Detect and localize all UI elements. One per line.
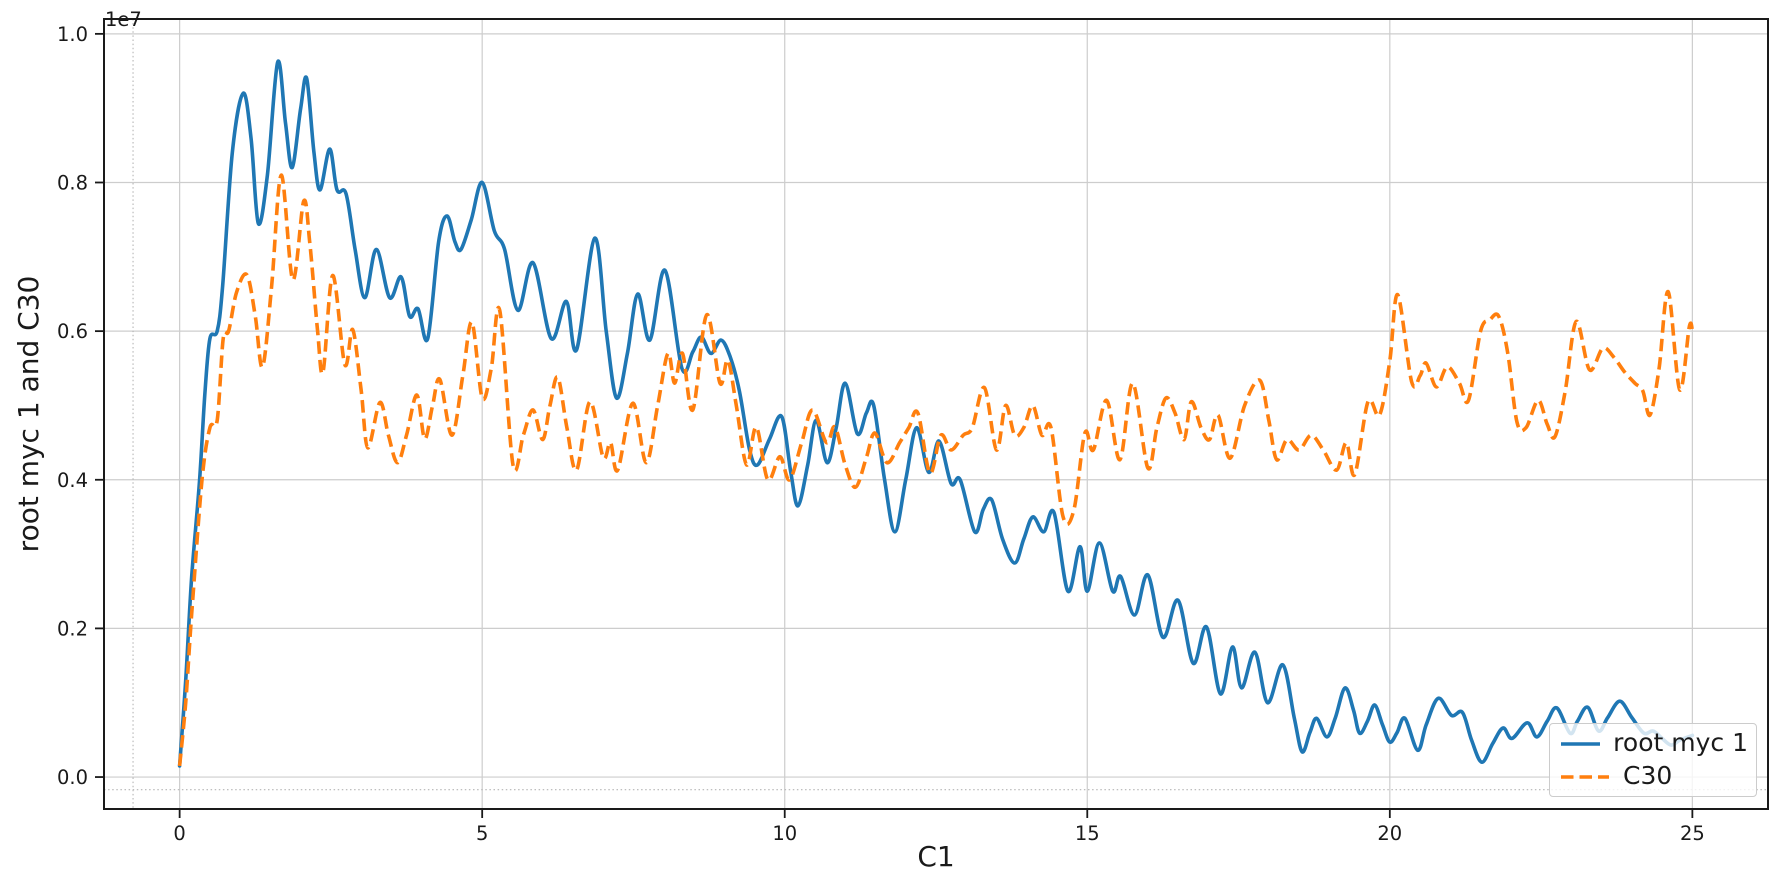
legend-label: C30 (1623, 760, 1673, 790)
legend: root myc 1 C30 (1549, 723, 1757, 797)
y-tick-label-0.8: 0.8 (57, 171, 88, 194)
y-axis-label: root myc 1 and C30 (12, 276, 45, 553)
y-tick-label-0.0: 0.0 (57, 766, 88, 789)
y-tick-label-1.0: 1.0 (57, 23, 88, 46)
series-line-c30 (177, 173, 1695, 767)
x-tick-label-10: 10 (772, 822, 797, 845)
x-tick-label-25: 25 (1680, 822, 1705, 845)
axes-spines (103, 18, 1769, 810)
legend-entry-c30: C30 (1558, 760, 1748, 793)
y-tick-label-0.2: 0.2 (57, 617, 88, 640)
legend-label: root myc 1 (1613, 727, 1748, 757)
x-tick-label-15: 15 (1075, 822, 1100, 845)
x-tick-label-20: 20 (1377, 822, 1402, 845)
x-tick-label-0: 0 (173, 822, 185, 845)
y-tick-label-0.4: 0.4 (57, 469, 88, 492)
legend-line-sample-solid-icon (1561, 741, 1601, 746)
x-tick-label-5: 5 (476, 822, 488, 845)
series-line-root-myc-1 (177, 59, 1695, 768)
y-axis-offset-text: 1e7 (105, 8, 142, 31)
legend-entry-root-myc-1: root myc 1 (1558, 727, 1748, 760)
y-tick-label-0.6: 0.6 (57, 320, 88, 343)
x-axis-label: C1 (917, 840, 954, 873)
legend-line-sample-dashed-icon (1561, 774, 1609, 779)
